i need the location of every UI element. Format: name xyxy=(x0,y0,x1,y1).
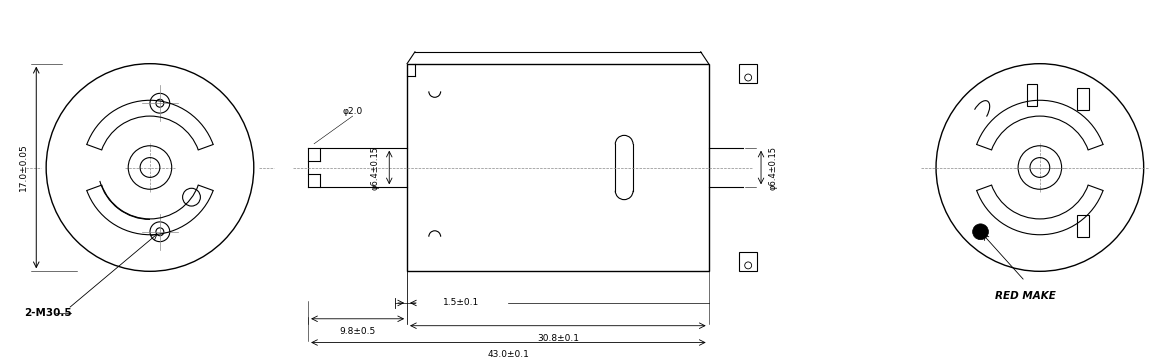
Bar xyxy=(407,64,709,271)
Bar xyxy=(739,252,757,271)
Text: 43.0±0.1: 43.0±0.1 xyxy=(488,350,529,359)
Text: 1.5±0.1: 1.5±0.1 xyxy=(443,298,479,307)
Bar xyxy=(739,64,757,83)
Text: 2-M30.5: 2-M30.5 xyxy=(25,308,72,318)
Text: φ6.4±0.15: φ6.4±0.15 xyxy=(370,146,380,189)
Bar xyxy=(1027,85,1036,106)
Bar xyxy=(1077,89,1089,110)
Text: RED MAKE: RED MAKE xyxy=(994,291,1055,301)
Text: 30.8±0.1: 30.8±0.1 xyxy=(537,334,579,343)
Text: 17.0±0.05: 17.0±0.05 xyxy=(19,144,28,191)
Circle shape xyxy=(973,224,988,240)
Bar xyxy=(1077,215,1089,237)
Text: 9.8±0.5: 9.8±0.5 xyxy=(340,327,376,336)
Text: φ6.4±0.15: φ6.4±0.15 xyxy=(768,146,778,189)
Text: φ2.0: φ2.0 xyxy=(343,107,363,116)
